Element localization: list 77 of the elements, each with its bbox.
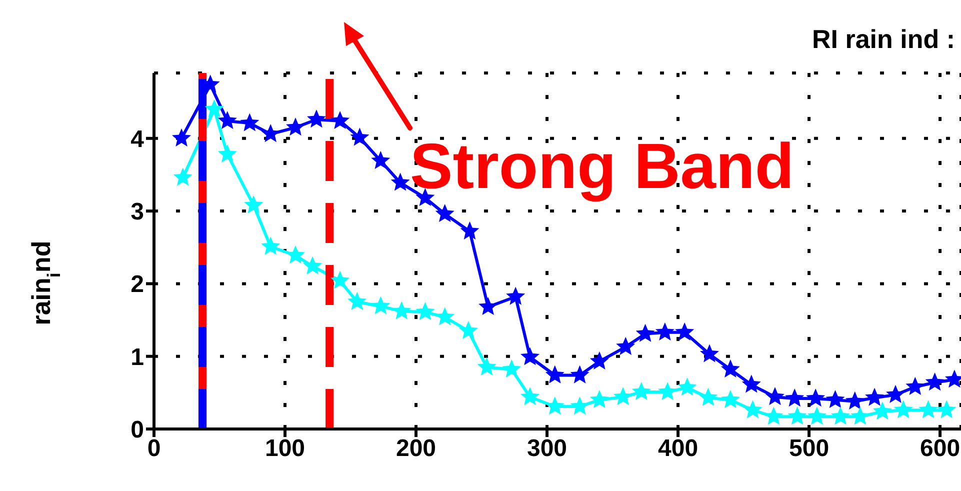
y-tick-label: 2 bbox=[130, 271, 144, 298]
x-tick-label: 400 bbox=[658, 435, 698, 462]
point bbox=[390, 172, 410, 191]
point bbox=[435, 307, 454, 326]
point bbox=[218, 144, 237, 162]
point bbox=[698, 388, 718, 406]
point bbox=[590, 351, 609, 370]
point bbox=[204, 99, 224, 118]
point bbox=[570, 365, 590, 384]
point bbox=[240, 113, 260, 132]
x-tick-label: 200 bbox=[396, 435, 436, 462]
y-tick-label: 3 bbox=[130, 198, 144, 226]
point bbox=[371, 150, 390, 169]
point bbox=[785, 388, 804, 407]
point bbox=[826, 390, 845, 408]
point bbox=[520, 347, 540, 366]
point bbox=[261, 236, 280, 255]
point bbox=[506, 286, 526, 305]
x-tick-label: 300 bbox=[526, 435, 568, 462]
point bbox=[886, 384, 906, 403]
point bbox=[655, 322, 674, 340]
point bbox=[720, 390, 740, 408]
point bbox=[520, 387, 540, 406]
point bbox=[894, 400, 913, 418]
point bbox=[218, 110, 237, 130]
point bbox=[286, 117, 305, 136]
point bbox=[348, 292, 367, 310]
point bbox=[632, 382, 651, 400]
point bbox=[616, 336, 636, 355]
point bbox=[742, 374, 761, 393]
point bbox=[937, 400, 956, 418]
point bbox=[330, 270, 350, 289]
point bbox=[806, 388, 826, 407]
point bbox=[700, 344, 719, 362]
x-tick-label: 600 bbox=[920, 435, 960, 462]
point bbox=[416, 302, 435, 320]
point bbox=[350, 128, 370, 146]
point bbox=[658, 382, 678, 400]
point bbox=[502, 359, 522, 378]
x-tick-label: 100 bbox=[264, 435, 306, 462]
point bbox=[478, 296, 498, 316]
point bbox=[590, 390, 609, 408]
y-tick-label: 1 bbox=[130, 344, 144, 371]
point bbox=[477, 357, 496, 376]
point bbox=[244, 195, 264, 214]
annotation: Strong Band bbox=[410, 130, 794, 202]
point bbox=[865, 388, 884, 406]
x-tick-label: 500 bbox=[789, 435, 830, 462]
point bbox=[850, 406, 870, 425]
y-tick-label: 4 bbox=[130, 126, 145, 153]
point bbox=[720, 359, 740, 378]
point bbox=[371, 296, 390, 314]
point bbox=[906, 376, 925, 395]
point bbox=[330, 110, 350, 130]
point bbox=[172, 128, 192, 146]
point bbox=[460, 221, 480, 240]
point bbox=[545, 396, 564, 415]
y-tick-label: 0 bbox=[130, 416, 144, 444]
point bbox=[807, 406, 826, 425]
point bbox=[458, 320, 478, 340]
chart-title: RI rain ind : bbox=[812, 24, 955, 54]
point bbox=[743, 400, 762, 418]
point bbox=[675, 322, 694, 340]
point bbox=[830, 406, 850, 425]
point bbox=[636, 324, 655, 342]
point bbox=[678, 378, 697, 396]
point bbox=[788, 406, 807, 425]
point bbox=[545, 365, 564, 384]
point bbox=[765, 387, 784, 406]
point bbox=[306, 110, 326, 128]
point bbox=[925, 372, 944, 391]
point bbox=[435, 204, 454, 222]
point bbox=[845, 391, 864, 410]
point bbox=[918, 400, 938, 418]
point bbox=[872, 402, 892, 420]
point bbox=[173, 168, 192, 186]
point bbox=[303, 256, 322, 274]
